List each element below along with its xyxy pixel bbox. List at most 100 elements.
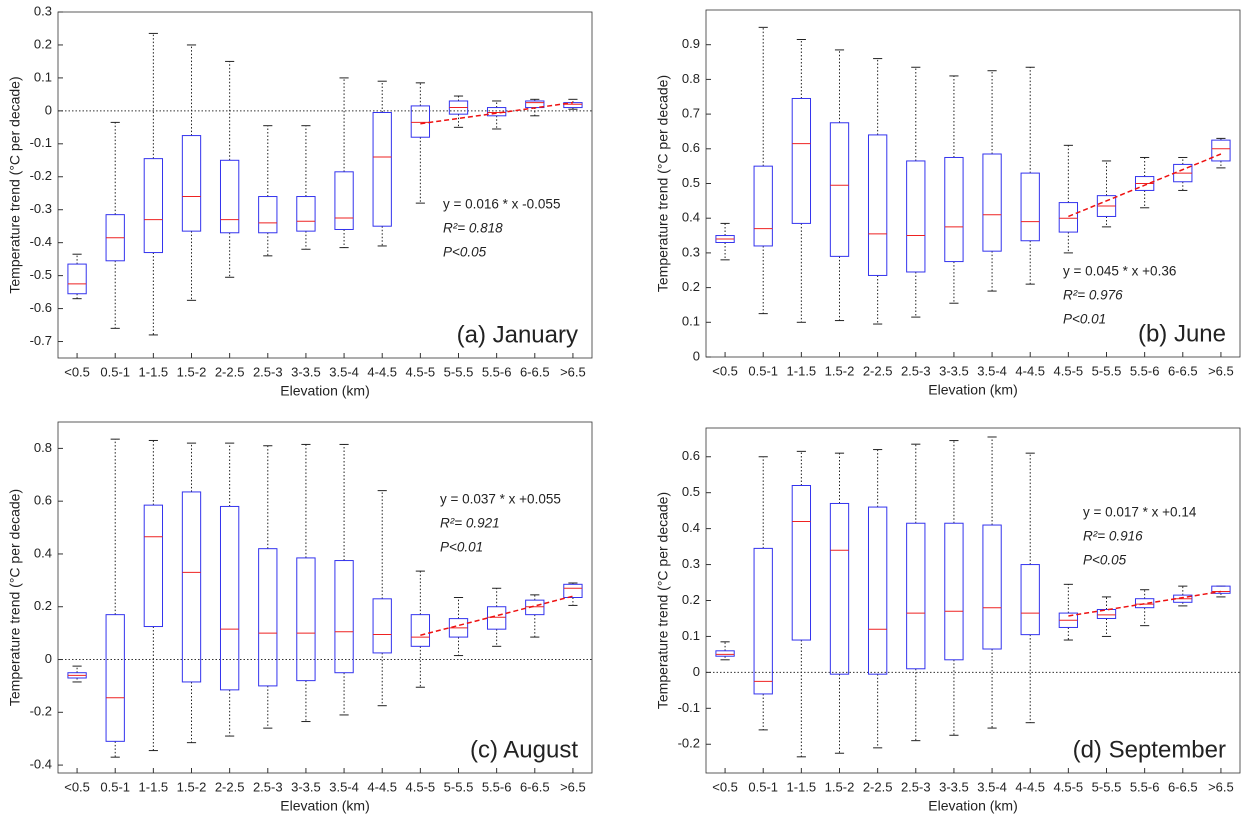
box-body <box>181 135 202 232</box>
box <box>143 439 164 752</box>
x-tick-label: 2-2.5 <box>863 363 893 378</box>
box-body <box>258 548 278 687</box>
x-tick-label: 0.5-1 <box>748 779 778 794</box>
box-body <box>143 504 164 628</box>
box-body <box>829 502 850 675</box>
y-axis-label: Temperature trend (°C per decade) <box>7 489 23 706</box>
x-tick-label: 2-2.5 <box>863 779 893 794</box>
box-body <box>525 599 545 616</box>
x-tick-label: 3-3.5 <box>939 779 969 794</box>
box <box>410 570 431 688</box>
box-body <box>372 112 392 227</box>
y-tick-label: 0.6 <box>34 493 52 508</box>
trend-line <box>1068 153 1222 218</box>
box <box>563 582 583 606</box>
box <box>67 253 87 300</box>
box <box>334 77 354 249</box>
plot-frame <box>57 421 593 774</box>
box <box>1134 589 1155 627</box>
p-value: P<0.05 <box>1083 553 1127 568</box>
y-tick-label: 0 <box>693 664 700 679</box>
box-body <box>296 196 316 232</box>
box-body <box>105 614 125 742</box>
panel-title: (a) January <box>457 321 578 348</box>
y-tick-label: -0.2 <box>678 736 700 751</box>
x-tick-label: 3-3.5 <box>291 779 321 794</box>
box <box>143 32 164 336</box>
y-axis-label: Temperature trend (°C per decade) <box>655 492 671 709</box>
y-tick-label: 0.2 <box>682 592 700 607</box>
x-tick-label: 1-1.5 <box>139 779 169 794</box>
x-tick-label: 2-2.5 <box>215 779 245 794</box>
y-tick-label: 0 <box>45 102 52 117</box>
x-tick-label: 5-5.5 <box>444 364 474 379</box>
box-body <box>563 583 583 598</box>
box <box>525 594 545 638</box>
y-tick-label: -0.2 <box>30 704 52 719</box>
r-squared: R²= 0.818 <box>443 221 503 236</box>
box <box>1020 66 1040 285</box>
panel-title: (d) September <box>1073 736 1226 763</box>
box <box>181 442 202 744</box>
box <box>296 443 316 723</box>
x-tick-label: 1.5-2 <box>825 779 855 794</box>
x-tick-label: 2.5-3 <box>901 779 931 794</box>
box-body <box>181 491 202 683</box>
box <box>105 438 125 758</box>
x-tick-label: <0.5 <box>64 779 90 794</box>
x-tick-label: 5.5-6 <box>482 779 512 794</box>
x-tick-label: 3.5-4 <box>977 779 1007 794</box>
x-tick-label: 2.5-3 <box>901 363 931 378</box>
x-tick-label: 5.5-6 <box>482 364 512 379</box>
y-tick-label: -0.5 <box>30 267 52 282</box>
x-tick-label: 4-4.5 <box>367 779 397 794</box>
box-body <box>410 614 431 647</box>
box <box>1211 137 1231 169</box>
y-tick-label: 0.3 <box>34 3 52 18</box>
box <box>982 436 1002 729</box>
x-tick-label: 3-3.5 <box>291 364 321 379</box>
box <box>1173 156 1193 191</box>
y-tick-label: 0.3 <box>682 244 700 259</box>
x-tick-label: >6.5 <box>1208 779 1234 794</box>
box-body <box>753 547 773 695</box>
x-tick-label: 2.5-3 <box>253 364 283 379</box>
box <box>486 100 507 130</box>
y-tick-label: 0 <box>693 348 700 363</box>
p-value: P<0.01 <box>440 540 483 555</box>
x-tick-label: 6-6.5 <box>1168 363 1198 378</box>
box <box>753 456 773 731</box>
box <box>867 449 888 749</box>
plot-frame <box>705 427 1241 774</box>
box-body <box>715 650 735 657</box>
x-tick-label: <0.5 <box>64 364 90 379</box>
y-tick-label: 0.5 <box>682 175 700 190</box>
y-tick-label: 0.4 <box>682 210 700 225</box>
x-tick-label: 5-5.5 <box>1092 363 1122 378</box>
x-tick-label: 1.5-2 <box>825 363 855 378</box>
box-body <box>372 598 392 654</box>
box <box>334 443 354 716</box>
panel-title: (c) August <box>470 736 578 763</box>
box-body <box>296 557 316 682</box>
x-tick-label: 4-4.5 <box>1015 363 1045 378</box>
x-tick-label: 1.5-2 <box>177 364 207 379</box>
y-tick-label: 0.7 <box>682 106 700 121</box>
x-axis-label: Elevation (km) <box>280 798 369 814</box>
box <box>982 70 1002 292</box>
box <box>105 121 125 329</box>
y-tick-label: 0.6 <box>682 140 700 155</box>
y-tick-label: -0.4 <box>30 234 52 249</box>
box <box>448 597 469 657</box>
box <box>258 445 278 729</box>
box <box>219 60 240 278</box>
box <box>1020 452 1040 724</box>
x-axis-label: Elevation (km) <box>280 383 369 399</box>
x-tick-label: 2.5-3 <box>253 779 283 794</box>
x-tick-label: 1-1.5 <box>139 364 169 379</box>
trend-line <box>1068 590 1222 617</box>
x-tick-label: 4.5-5 <box>1054 363 1084 378</box>
box-body <box>1134 598 1155 609</box>
x-tick-label: 6-6.5 <box>520 364 550 379</box>
